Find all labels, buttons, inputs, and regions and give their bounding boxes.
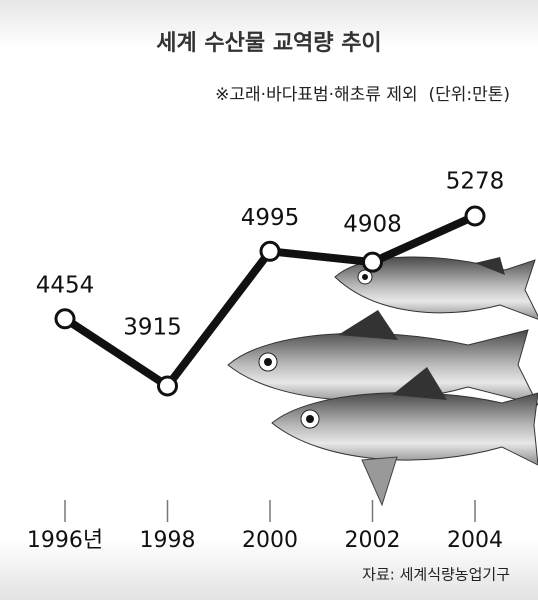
data-point [54, 308, 76, 330]
data-label: 4995 [241, 205, 300, 231]
data-label: 5278 [446, 169, 505, 195]
x-tick-label: 2000 [242, 528, 298, 553]
data-label: 4908 [343, 212, 402, 238]
x-tick-label: 2004 [447, 528, 503, 553]
data-point [362, 251, 383, 273]
x-tick-label: 1998 [140, 528, 196, 553]
chart-title: 세계 수산물 교역량 추이 [156, 31, 381, 56]
source: 자료: 세계식량농업기구 [362, 566, 510, 584]
subtitle: ※고래·바다표범·해초류 제외 (단위:만톤) [215, 85, 510, 105]
data-point [157, 375, 178, 397]
x-tick-label: 2002 [345, 528, 401, 553]
x-tick-label: 1996년 [27, 528, 103, 553]
data-point [259, 240, 281, 262]
plot: 1996년 1998 2000 2002 2004 4454 3915 4995 4908 527… [27, 169, 504, 554]
data-label: 4454 [36, 272, 95, 298]
data-label: 3915 [123, 315, 182, 341]
fish-illustration [227, 256, 538, 507]
data-point [464, 205, 486, 227]
